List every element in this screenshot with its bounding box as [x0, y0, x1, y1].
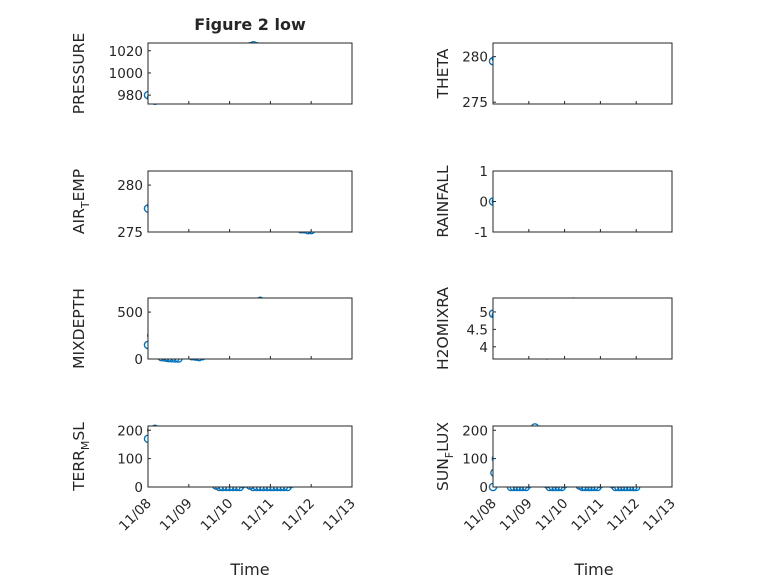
axes-theta: 275 280 THETA [434, 42, 673, 111]
axes-pressure: 980 1000 1020 PRESSURE [70, 33, 353, 115]
x-tick-label: 11/13 [640, 496, 679, 535]
y-tick-label: 275 [462, 95, 488, 111]
axes-box [492, 297, 673, 360]
y-axis-label-subscript: F [443, 452, 456, 458]
axes-box [147, 425, 353, 488]
y-tick-label: 4.5 [467, 322, 488, 338]
y-axis-label-rest: LUX [434, 422, 452, 452]
y-axis-label-main: AIR [70, 208, 88, 234]
y-axis-label: RAINFALL [434, 165, 452, 238]
axes-mixdepth: 0 500 MIXDEPTH [70, 288, 353, 369]
y-axis-label: TERRMSL [70, 422, 92, 492]
x-tick-label: 11/08 [116, 496, 155, 535]
y-tick-label: 100 [117, 452, 143, 468]
y-axis-label: THETA [434, 48, 452, 99]
x-tick-label: 11/10 [198, 496, 237, 535]
axes-h2omixra: 4 4.55 H2OMIXRA [434, 287, 673, 370]
y-axis-label-main: PRESSURE [70, 33, 88, 115]
y-axis-label-subscript: M [79, 441, 92, 451]
x-tick-label: 11/12 [604, 496, 643, 535]
x-tick-label: 11/09 [497, 496, 536, 535]
x-axis-label-left: Time [229, 560, 269, 579]
y-tick-label: 4 [479, 340, 488, 356]
x-axis-label-right: Time [573, 560, 613, 579]
y-tick-label: 275 [117, 225, 143, 241]
x-tick-label: 11/09 [157, 496, 196, 535]
y-axis-label: H2OMIXRA [434, 287, 452, 370]
y-tick-label: 0 [134, 352, 143, 368]
y-tick-label: 280 [117, 178, 143, 194]
y-axis-label-main: MIXDEPTH [70, 288, 88, 369]
x-tick-label: 11/11 [568, 496, 607, 535]
x-tick-label: 11/11 [238, 496, 277, 535]
axes-box [492, 425, 673, 488]
y-tick-label: 200 [117, 423, 143, 439]
x-tick-label: 11/12 [279, 496, 318, 535]
y-axis-label-main: TERR [70, 450, 88, 492]
axes-box [147, 297, 353, 360]
x-tick-label: 11/08 [461, 496, 500, 535]
y-axis-label-main: RAINFALL [434, 165, 452, 238]
x-tick-label: 11/13 [320, 496, 359, 535]
axes-rainfall: -1 0 1 RAINFALL [434, 164, 673, 241]
y-tick-label: 1 [479, 164, 488, 180]
y-axis-label: MIXDEPTH [70, 288, 88, 369]
y-tick-label: 0 [479, 480, 488, 496]
y-axis-label: PRESSURE [70, 33, 88, 115]
y-tick-label: 0 [479, 195, 488, 211]
y-axis-label: SUNFLUX [434, 422, 456, 491]
axes-box [147, 42, 353, 105]
y-tick-label: 0 [134, 480, 143, 496]
y-tick-label: 100 [462, 452, 488, 468]
y-axis-label: AIRTEMP [70, 169, 92, 234]
y-axis-label-main: H2OMIXRA [434, 287, 452, 370]
y-tick-label: 1000 [109, 66, 143, 82]
axes-terr_msl: 0 100 200 11/08 11/09 11/10 11/11 11/12 11/13 TER… [70, 422, 359, 535]
x-tick-label: 11/10 [533, 496, 572, 535]
y-axis-label-rest: SL [70, 422, 88, 441]
axes-air_temp: 275 280 AIRTEMP [70, 169, 353, 241]
axes-box [147, 170, 353, 233]
y-axis-label-main: THETA [434, 48, 452, 99]
figure-title: Figure 2 low [194, 15, 306, 34]
y-tick-label: 980 [117, 88, 143, 104]
axes-box [492, 42, 673, 105]
axes-box [492, 170, 673, 233]
y-tick-label: 280 [462, 50, 488, 66]
y-tick-label: 200 [462, 423, 488, 439]
y-axis-label-rest: EMP [70, 169, 88, 202]
y-axis-label-main: SUN [434, 458, 452, 491]
y-tick-label: 500 [117, 305, 143, 321]
y-tick-label: 5 [479, 305, 488, 321]
y-axis-label-subscript: T [79, 201, 92, 209]
y-tick-label: 1020 [109, 44, 143, 60]
y-tick-label: -1 [475, 225, 488, 241]
